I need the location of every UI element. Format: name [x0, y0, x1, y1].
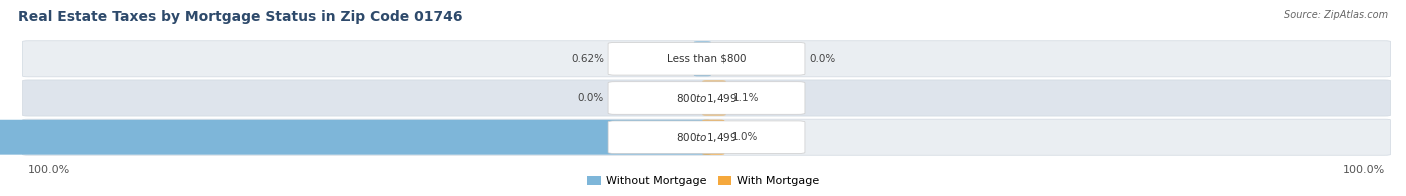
- FancyBboxPatch shape: [22, 80, 1391, 116]
- Text: Real Estate Taxes by Mortgage Status in Zip Code 01746: Real Estate Taxes by Mortgage Status in …: [18, 10, 463, 24]
- Text: 1.1%: 1.1%: [733, 93, 759, 103]
- FancyBboxPatch shape: [702, 120, 724, 155]
- FancyBboxPatch shape: [695, 41, 710, 76]
- Text: 1.0%: 1.0%: [731, 132, 758, 142]
- Text: Source: ZipAtlas.com: Source: ZipAtlas.com: [1284, 10, 1388, 20]
- Text: 0.0%: 0.0%: [578, 93, 605, 103]
- Text: 100.0%: 100.0%: [1343, 165, 1385, 175]
- FancyBboxPatch shape: [0, 120, 710, 155]
- Text: $800 to $1,499: $800 to $1,499: [676, 131, 737, 144]
- Text: 0.62%: 0.62%: [571, 54, 605, 64]
- FancyBboxPatch shape: [22, 119, 1391, 155]
- Text: Less than $800: Less than $800: [666, 54, 747, 64]
- FancyBboxPatch shape: [607, 121, 806, 153]
- FancyBboxPatch shape: [22, 41, 1391, 77]
- Text: 0.0%: 0.0%: [810, 54, 835, 64]
- Legend: Without Mortgage, With Mortgage: Without Mortgage, With Mortgage: [582, 171, 824, 191]
- FancyBboxPatch shape: [607, 43, 806, 75]
- Text: $800 to $1,499: $800 to $1,499: [676, 92, 737, 104]
- FancyBboxPatch shape: [607, 82, 806, 114]
- Text: 100.0%: 100.0%: [28, 165, 70, 175]
- FancyBboxPatch shape: [702, 81, 725, 115]
